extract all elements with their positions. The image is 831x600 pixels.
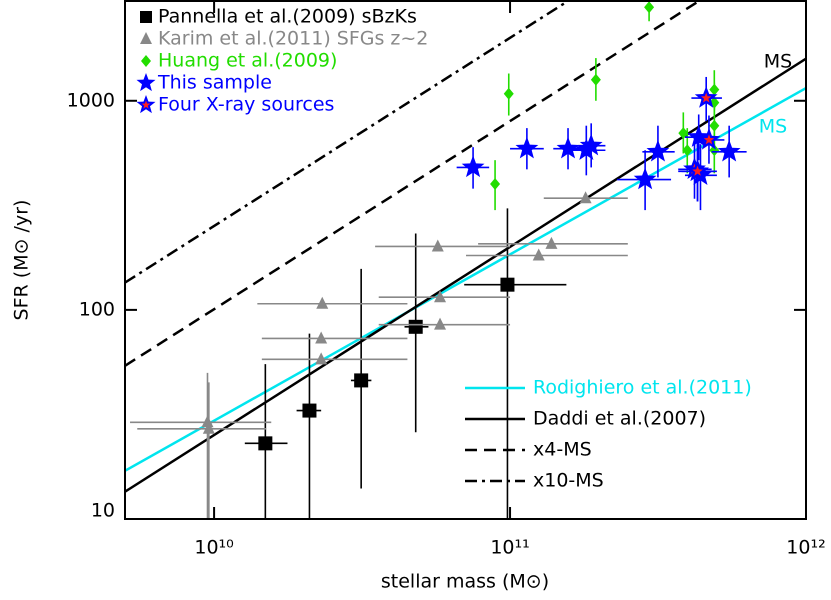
diamond-marker [682,144,693,157]
diamond-marker [490,177,501,190]
triangle-marker [315,331,328,344]
triangle-marker [434,290,447,303]
y-tick-label: 1000 [67,89,115,111]
square-marker [354,373,369,388]
legend-label: x4-MS [533,439,592,461]
x-tick-label: 10¹² [786,537,825,559]
legend-label: Daddi et al.(2007) [533,408,706,430]
legend-label: x10-MS [533,470,604,492]
star-center [692,165,703,176]
star-marker [687,125,711,147]
diamond-marker [678,127,689,140]
star-marker [717,139,741,162]
x-axis-label: stellar mass (M⊙) [381,571,549,593]
star-marker [515,136,539,159]
legend-star [136,73,156,92]
star-center [703,134,715,145]
legend-label: This sample [157,72,272,94]
square-marker [258,436,273,451]
legend-swatch [136,95,156,114]
diamond-marker [503,87,514,100]
star-center [701,92,712,103]
triangle-marker [202,421,215,434]
legend-star-center [141,100,151,109]
y-axis-label: SFR (M⊙ /yr) [11,200,33,321]
triangle-marker [431,239,444,252]
legend-label: Pannella et al.(2009) sBzKs [158,6,417,28]
x-tick-label: 10¹⁰ [194,537,233,559]
x-tick-label: 10¹¹ [490,537,529,559]
star-marker [579,133,603,156]
legend-square [140,11,152,23]
legend-label: Rodighiero et al.(2011) [533,377,752,399]
diamond-marker [709,83,720,96]
legend-label: Karim et al.(2011) SFGs z~2 [158,28,428,50]
ms-line [125,57,806,493]
star-marker [461,155,485,178]
triangle-marker [316,296,329,309]
diamond-marker [644,1,655,14]
legend-triangle [140,32,152,44]
legend-swatch [140,32,152,44]
star-marker [633,167,657,190]
triangle-marker [532,248,545,261]
triangle-marker [315,352,328,365]
plot-area [125,1,806,519]
y-tick-label: 10 [91,500,115,522]
triangle-marker [579,191,592,204]
y-tick-label: 100 [79,298,115,320]
diamond-marker [709,144,720,157]
plot-frame [124,0,807,520]
star-marker [556,136,580,159]
square-marker [302,403,317,418]
legend-label: Four X-ray sources [158,94,334,116]
diamond-marker [709,119,720,132]
legend-swatch [140,11,152,23]
legend-diamond [141,55,151,67]
triangle-marker [201,415,214,428]
triangle-marker [434,317,447,330]
legend-swatch [141,55,151,67]
triangle-marker [545,236,558,249]
ms-line [125,87,806,472]
diamond-marker [590,73,601,86]
legend-swatch [136,73,156,92]
legend-label: Huang et al.(2009) [158,50,337,72]
star-marker [646,139,670,162]
annotation: MS [764,51,792,73]
annotation: MS [759,116,787,138]
square-marker [500,277,515,292]
square-marker [408,319,423,334]
